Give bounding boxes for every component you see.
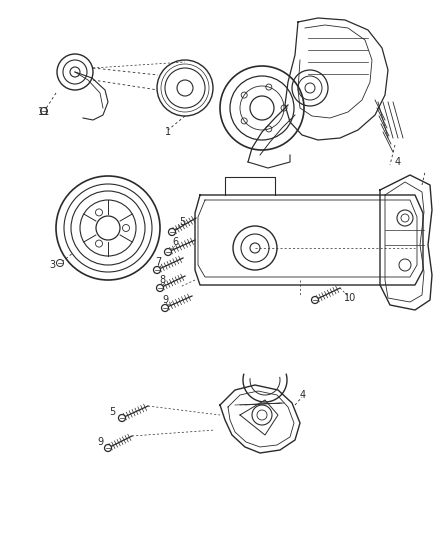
Circle shape xyxy=(119,415,126,422)
Text: 10: 10 xyxy=(344,293,356,303)
Text: 6: 6 xyxy=(172,237,178,247)
Circle shape xyxy=(162,304,169,311)
Circle shape xyxy=(57,260,64,266)
Circle shape xyxy=(153,266,160,273)
Text: 9: 9 xyxy=(162,295,168,305)
Circle shape xyxy=(40,108,47,115)
Text: 4: 4 xyxy=(395,157,401,167)
Text: 4: 4 xyxy=(300,390,306,400)
Circle shape xyxy=(156,285,163,292)
Circle shape xyxy=(311,296,318,303)
Text: 8: 8 xyxy=(159,275,165,285)
Text: 9: 9 xyxy=(97,437,103,447)
Text: 11: 11 xyxy=(38,107,50,117)
Circle shape xyxy=(169,229,176,236)
Text: 3: 3 xyxy=(49,260,55,270)
Text: 7: 7 xyxy=(155,257,161,267)
Text: 5: 5 xyxy=(179,217,185,227)
Circle shape xyxy=(105,445,112,451)
Circle shape xyxy=(165,248,172,255)
Text: 1: 1 xyxy=(165,127,171,137)
Text: 5: 5 xyxy=(109,407,115,417)
